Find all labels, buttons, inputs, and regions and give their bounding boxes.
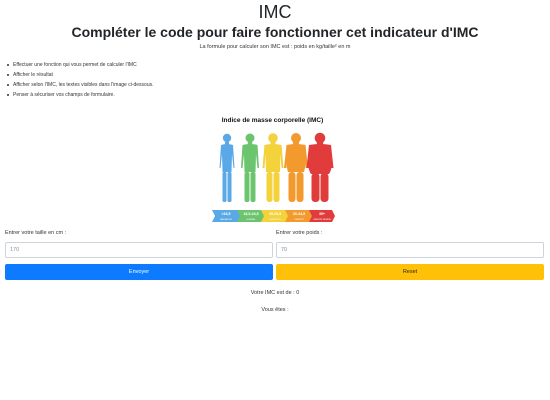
formula-text: La formule pour calculer son IMC est : p… xyxy=(199,44,351,50)
category-label: MAIGREUR xyxy=(220,218,232,221)
infographic-title: Indice de masse corporelle (IMC) xyxy=(221,117,324,124)
page-title: IMC xyxy=(258,2,292,22)
category-label: OBÉSITÉ xyxy=(294,218,304,221)
bmi-figures: <18,5 MAIGREUR 18,5-24,9 NORMAL 25-29,9 … xyxy=(212,132,335,222)
category-arrow-overweight: 25-29,9 SURPOIDS xyxy=(261,210,289,222)
page-subtitle: Compléter le code pour faire fonctionner… xyxy=(71,24,479,40)
category-arrow-underweight: <18,5 MAIGREUR xyxy=(212,210,241,222)
instruction-item: Penser à sécuriser vos champs de formula… xyxy=(7,90,154,100)
instruction-item: Effectuer une fonction qui vous permet d… xyxy=(7,60,154,70)
category-arrow-severe-obese: 35+ OBÉSITÉ SÉVÈRE xyxy=(309,210,335,222)
status-result: Vous êtes : xyxy=(261,307,289,313)
category-range: 18,5-24,9 xyxy=(243,212,258,216)
category-range: 35+ xyxy=(319,212,325,216)
category-label: OBÉSITÉ SÉVÈRE xyxy=(313,218,332,221)
category-arrow-normal: 18,5-24,9 NORMAL xyxy=(237,210,265,222)
figure-underweight xyxy=(219,133,235,202)
height-label: Entrer votre taille en cm : xyxy=(5,230,67,236)
weight-label: Entrer votre poids : xyxy=(276,230,323,236)
imc-result: Votre IMC est de : 0 xyxy=(250,290,300,296)
figure-obese xyxy=(284,133,308,202)
instructions-list: Effectuer une fonction qui vous permet d… xyxy=(7,60,154,100)
figure-normal xyxy=(241,133,259,202)
category-range: <18,5 xyxy=(221,212,230,216)
instruction-item: Afficher selon l'IMC, les textes visible… xyxy=(7,80,154,90)
instruction-item: Afficher le résultat xyxy=(7,70,154,80)
category-label: NORMAL xyxy=(246,218,256,221)
reset-button[interactable]: Reset xyxy=(276,264,544,280)
height-input[interactable] xyxy=(5,242,273,258)
submit-button[interactable]: Envoyer xyxy=(5,264,273,280)
bmi-infographic: Indice de masse corporelle (IMC) xyxy=(205,113,340,230)
figure-severe-obese xyxy=(306,132,334,202)
category-range: 25-29,9 xyxy=(269,212,281,216)
category-arrow-obese: 30-34,9 OBÉSITÉ xyxy=(285,210,313,222)
category-label: SURPOIDS xyxy=(269,219,281,221)
category-range: 30-34,9 xyxy=(293,212,305,216)
weight-input[interactable] xyxy=(276,242,544,258)
figure-overweight xyxy=(262,133,284,202)
